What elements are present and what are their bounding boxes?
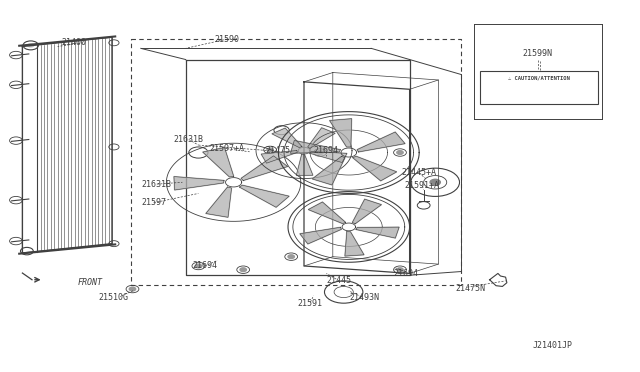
Text: FRONT: FRONT bbox=[78, 278, 103, 287]
Text: 21510G: 21510G bbox=[99, 293, 129, 302]
Circle shape bbox=[430, 179, 440, 185]
Circle shape bbox=[195, 264, 202, 268]
Polygon shape bbox=[241, 156, 287, 180]
Polygon shape bbox=[356, 227, 399, 238]
Text: ⚠ CAUTION/ATTENTION: ⚠ CAUTION/ATTENTION bbox=[508, 76, 570, 81]
Text: 21445+A: 21445+A bbox=[402, 169, 436, 177]
Text: 21631B: 21631B bbox=[142, 180, 172, 189]
Polygon shape bbox=[345, 232, 364, 256]
Polygon shape bbox=[174, 177, 224, 190]
Polygon shape bbox=[206, 187, 232, 217]
Polygon shape bbox=[308, 128, 335, 148]
Polygon shape bbox=[353, 156, 397, 181]
Circle shape bbox=[27, 43, 35, 48]
Polygon shape bbox=[310, 151, 347, 163]
Circle shape bbox=[129, 287, 136, 291]
Text: 21475: 21475 bbox=[266, 146, 291, 155]
Polygon shape bbox=[300, 227, 342, 244]
Text: J21401JP: J21401JP bbox=[532, 341, 573, 350]
Polygon shape bbox=[291, 141, 340, 153]
Circle shape bbox=[288, 255, 294, 259]
Text: 21591: 21591 bbox=[298, 299, 323, 308]
Text: 21590: 21590 bbox=[214, 35, 240, 44]
Text: 21599N: 21599N bbox=[523, 49, 552, 58]
Text: 21694: 21694 bbox=[192, 262, 218, 270]
Text: 21400: 21400 bbox=[61, 38, 86, 47]
Polygon shape bbox=[352, 199, 381, 224]
Text: 21597+A: 21597+A bbox=[210, 144, 244, 153]
Circle shape bbox=[317, 151, 323, 154]
Polygon shape bbox=[330, 119, 351, 147]
Bar bbox=[480, 71, 598, 104]
Polygon shape bbox=[308, 202, 346, 224]
Polygon shape bbox=[296, 155, 313, 175]
Text: 21597: 21597 bbox=[141, 198, 166, 207]
Circle shape bbox=[397, 151, 403, 154]
Text: 21631B: 21631B bbox=[174, 135, 204, 144]
Text: 21475N: 21475N bbox=[456, 284, 485, 293]
Circle shape bbox=[240, 268, 246, 272]
Text: 21493N: 21493N bbox=[350, 293, 380, 302]
Polygon shape bbox=[272, 128, 302, 148]
Circle shape bbox=[267, 148, 273, 152]
Polygon shape bbox=[203, 148, 234, 177]
Polygon shape bbox=[312, 156, 345, 185]
Polygon shape bbox=[357, 132, 405, 152]
Polygon shape bbox=[239, 185, 289, 207]
Circle shape bbox=[397, 268, 403, 272]
Text: 21694: 21694 bbox=[314, 146, 339, 155]
Text: 21694: 21694 bbox=[394, 269, 419, 278]
Polygon shape bbox=[261, 151, 298, 163]
Text: 21445: 21445 bbox=[326, 276, 352, 285]
Text: 21591+A: 21591+A bbox=[405, 182, 440, 190]
